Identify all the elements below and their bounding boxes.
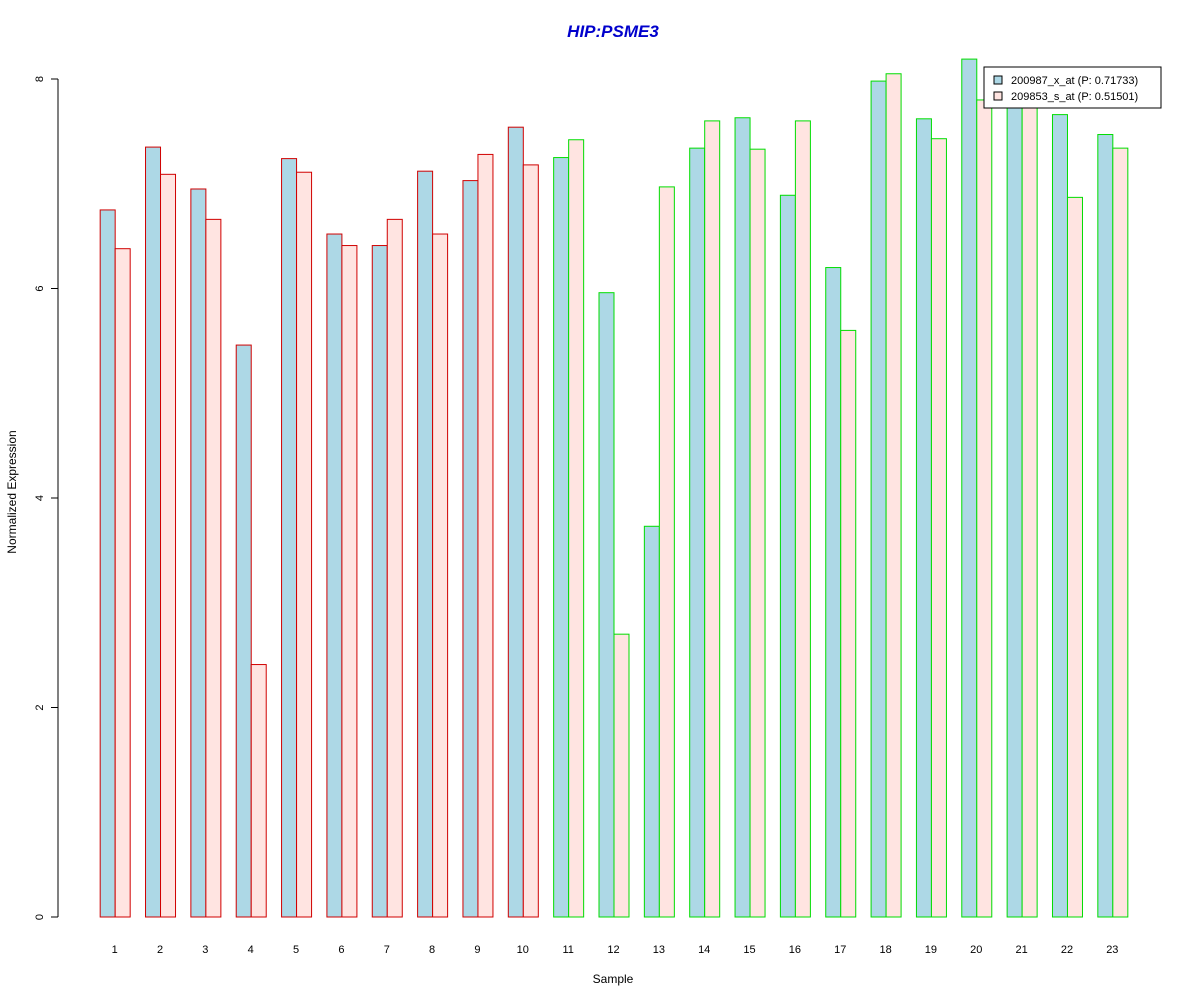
x-tick-label: 12 [607,944,619,956]
x-tick-label: 9 [474,944,480,956]
x-tick-label: 8 [429,944,435,956]
y-axis-title: Normalized Expression [5,430,19,553]
bar-series2-sample-8 [432,233,449,918]
x-tick-label: 1 [112,944,118,956]
y-axis: 0 2 4 6 8 [34,76,59,920]
x-tick-label: 22 [1061,944,1073,956]
bar-series1-sample-7 [371,245,388,918]
bar-series1-sample-4 [235,344,252,918]
x-tick-label: 6 [338,944,344,956]
bar-series1-sample-8 [417,170,434,918]
bar-series2-sample-16 [794,120,811,918]
x-tick-labels: 1 2 3 4 5 6 7 8 9 10 11 12 13 14 15 16 17 18 19 20 21 22 23 [112,944,1119,956]
legend-label: 209853_s_at (P: 0.51501) [1011,91,1138,103]
x-tick-label: 23 [1106,944,1118,956]
bar-series1-sample-20 [961,58,978,918]
x-tick-label: 16 [789,944,801,956]
bar-series2-sample-11 [568,139,585,918]
bar-series2-sample-14 [704,120,721,918]
x-tick-label: 20 [970,944,982,956]
x-tick-label: 5 [293,944,299,956]
x-tick-label: 17 [834,944,846,956]
bar-series1-sample-1 [99,209,116,918]
bar-series2-sample-10 [522,164,539,918]
bar-series1-sample-19 [915,118,932,918]
y-tick-label: 6 [34,285,46,291]
bar-series1-sample-17 [825,267,842,918]
bar-series1-sample-15 [734,117,751,918]
bar-series2-sample-15 [749,148,766,918]
bar-series2-sample-12 [613,633,630,918]
bar-series2-sample-20 [976,99,993,918]
bars-group [99,58,1129,918]
legend-swatch [993,75,1003,85]
bar-series2-sample-2 [160,173,177,918]
x-tick-label: 15 [743,944,755,956]
bar-series1-sample-14 [689,147,706,918]
bar-series2-sample-5 [296,171,313,918]
bar-series2-sample-1 [114,248,131,918]
x-tick-label: 21 [1016,944,1028,956]
bar-series2-sample-17 [840,329,857,918]
x-tick-label: 4 [248,944,254,956]
y-tick-label: 4 [34,495,46,501]
x-tick-label: 14 [698,944,710,956]
x-tick-label: 19 [925,944,937,956]
x-axis-title: Sample [593,972,634,986]
x-tick-label: 11 [562,944,573,956]
bar-series1-sample-12 [598,292,615,918]
chart-title: HIP:PSME3 [567,22,659,41]
legend: 200987_x_at (P: 0.71733) 209853_s_at (P: … [983,66,1162,109]
bar-series2-sample-9 [477,153,494,918]
legend-swatch [993,91,1003,101]
bar-series2-sample-22 [1066,196,1083,918]
x-tick-label: 10 [517,944,529,956]
bar-series2-sample-23 [1112,147,1129,918]
bar-series1-sample-2 [145,146,162,918]
bar-series1-sample-11 [553,157,570,918]
bar-series2-sample-7 [386,218,403,918]
bar-series1-sample-16 [779,194,796,918]
bar-series1-sample-21 [1006,105,1023,918]
x-tick-label: 2 [157,944,163,956]
y-tick-label: 2 [34,704,46,710]
bar-series1-sample-5 [281,158,298,918]
bar-series2-sample-13 [658,186,675,918]
bar-series1-sample-9 [462,180,479,918]
bar-series2-sample-6 [341,245,358,918]
x-tick-label: 13 [653,944,665,956]
legend-label: 200987_x_at (P: 0.71733) [1011,75,1138,87]
x-tick-label: 7 [384,944,390,956]
bar-series1-sample-3 [190,188,207,918]
bar-series1-sample-13 [643,525,660,918]
bar-series2-sample-18 [885,73,902,918]
bar-series2-sample-21 [1021,105,1038,918]
bar-series1-sample-23 [1097,134,1114,918]
bar-series1-sample-6 [326,233,343,918]
bar-series1-sample-22 [1051,114,1068,918]
bar-series1-sample-18 [870,80,887,918]
bar-series2-sample-19 [930,138,947,918]
y-tick-label: 8 [34,76,46,82]
x-tick-label: 18 [879,944,891,956]
bar-series2-sample-4 [250,664,267,918]
bar-series2-sample-3 [205,218,222,918]
bar-series1-sample-10 [507,126,524,918]
legend-box [983,66,1162,109]
x-tick-label: 3 [202,944,208,956]
y-tick-label: 0 [34,914,46,920]
